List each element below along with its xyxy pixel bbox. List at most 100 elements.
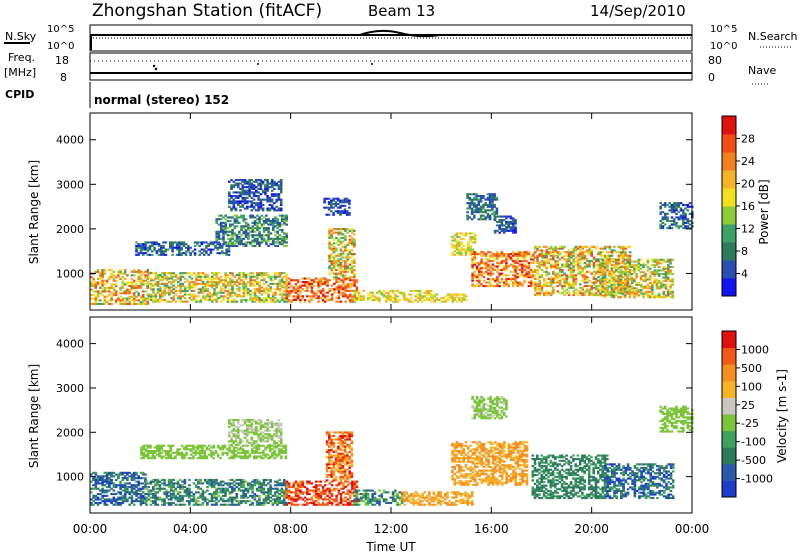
- power-cell: [489, 260, 492, 263]
- power-cell: [155, 252, 159, 255]
- power-cell: [655, 258, 659, 261]
- power-cell: [276, 237, 279, 240]
- power-cell: [210, 275, 214, 278]
- velocity-cell: [94, 501, 98, 504]
- velocity-cell: [121, 496, 125, 499]
- velocity-cell: [117, 496, 120, 499]
- power-cell: [315, 281, 318, 284]
- power-cell: [270, 189, 274, 192]
- power-cell: [337, 244, 340, 247]
- power-cell: [108, 299, 111, 302]
- power-cell: [215, 275, 218, 278]
- power-cell: [491, 209, 494, 212]
- power-cell: [301, 297, 305, 300]
- velocity-cell: [151, 450, 155, 453]
- power-cell: [211, 241, 215, 244]
- power-cell: [455, 244, 459, 247]
- velocity-cell: [146, 450, 150, 453]
- power-cell: [339, 249, 343, 252]
- power-cell: [344, 244, 347, 247]
- power-cell: [330, 263, 334, 266]
- power-cell: [540, 276, 544, 279]
- power-cell: [159, 286, 162, 289]
- power-cell: [530, 254, 533, 257]
- power-cell: [346, 253, 349, 256]
- power-colorbar-swatch: [722, 260, 736, 279]
- power-cell: [94, 295, 98, 298]
- power-cell: [198, 241, 201, 244]
- power-cell: [666, 227, 669, 230]
- power-cell: [211, 243, 215, 246]
- power-cell: [130, 270, 134, 273]
- power-cell: [624, 264, 627, 267]
- power-cell: [339, 300, 343, 303]
- power-cell: [146, 270, 149, 273]
- power-cell: [567, 269, 571, 272]
- power-cell: [199, 288, 203, 291]
- power-cell: [628, 274, 632, 277]
- power-cell: [146, 301, 149, 304]
- power-cell: [112, 294, 116, 297]
- power-cell: [172, 288, 176, 291]
- power-cell: [192, 286, 196, 289]
- velocity-cell: [284, 451, 288, 454]
- power-cell: [549, 285, 553, 288]
- power-cell: [148, 248, 152, 251]
- velocity-cell: [174, 455, 177, 458]
- power-cell: [637, 262, 641, 265]
- power-cell: [317, 300, 320, 303]
- power-cell: [545, 261, 548, 264]
- power-cell: [290, 279, 293, 282]
- power-cell: [269, 243, 273, 246]
- velocity-cell: [114, 498, 118, 501]
- power-cell: [651, 289, 654, 292]
- power-cell: [682, 216, 685, 219]
- power-cell: [409, 297, 413, 300]
- power-cell: [265, 234, 268, 237]
- power-cell: [606, 254, 609, 257]
- power-cell: [621, 280, 625, 283]
- power-cell: [279, 202, 283, 205]
- power-cell: [234, 179, 238, 182]
- power-cell: [505, 222, 508, 225]
- velocity-cell: [123, 487, 127, 490]
- power-cell: [278, 221, 282, 224]
- power-cell: [538, 253, 542, 256]
- power-cell: [335, 286, 338, 289]
- power-cell: [644, 292, 647, 295]
- power-cell: [201, 288, 205, 291]
- power-cell: [455, 243, 459, 246]
- velocity-cell: [147, 491, 150, 494]
- power-cell: [265, 273, 268, 276]
- power-cell: [110, 292, 113, 295]
- power-cell: [273, 180, 276, 183]
- power-cell: [538, 294, 542, 297]
- velocity-cell: [145, 493, 148, 496]
- power-cell: [219, 221, 223, 224]
- power-cell: [488, 216, 492, 219]
- power-cell: [543, 253, 546, 256]
- velocity-cell: [170, 482, 173, 485]
- power-cell: [612, 281, 616, 284]
- power-cell: [567, 281, 571, 284]
- power-cell: [265, 227, 268, 230]
- power-cell: [574, 249, 578, 252]
- power-cell: [475, 207, 478, 210]
- power-cell: [137, 286, 140, 289]
- power-cell: [261, 198, 265, 201]
- power-cell: [210, 295, 214, 298]
- power-cell: [260, 218, 264, 221]
- power-cell: [552, 288, 555, 291]
- power-cell: [233, 221, 237, 224]
- power-cell: [341, 240, 345, 243]
- power-cell: [682, 218, 685, 221]
- power-cell: [630, 273, 634, 276]
- power-cell: [222, 237, 225, 240]
- power-cell: [339, 274, 343, 277]
- power-cell: [285, 297, 289, 300]
- power-cell: [489, 272, 492, 275]
- power-cell: [271, 298, 275, 301]
- power-cell: [260, 236, 264, 239]
- power-cell: [249, 234, 252, 237]
- power-cell: [269, 232, 273, 235]
